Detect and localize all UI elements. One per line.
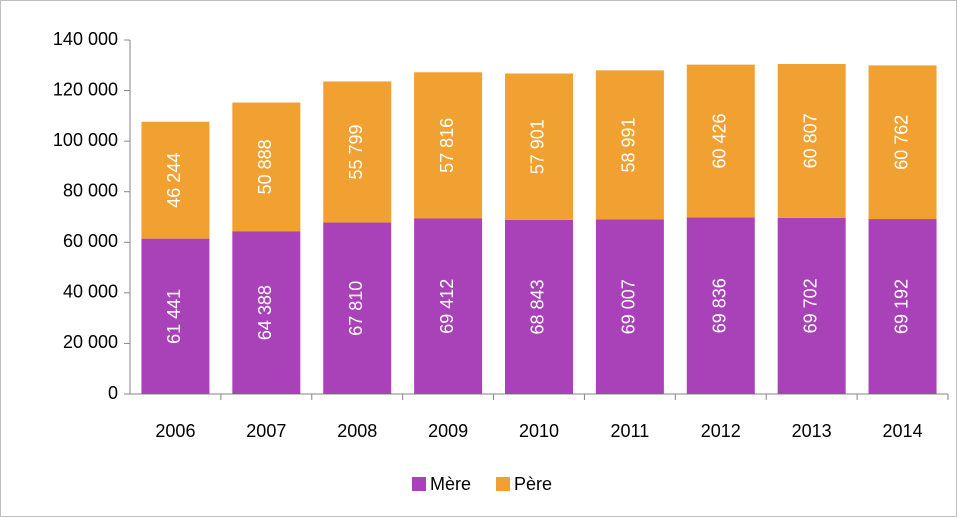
bar-segment: [323, 81, 392, 223]
y-tick-label: 40 000: [63, 282, 118, 302]
bar-segment: [232, 102, 301, 232]
data-label: 67 810: [346, 281, 366, 336]
data-label: 57 901: [528, 119, 548, 174]
data-label: 60 426: [710, 113, 730, 168]
y-tick-label: 100 000: [53, 130, 118, 150]
x-tick-label: 2010: [519, 421, 559, 441]
y-tick-label: 80 000: [63, 180, 118, 200]
data-label: 60 807: [800, 113, 820, 168]
data-label: 57 816: [437, 118, 457, 173]
bar-segment: [777, 63, 846, 218]
x-tick-label: 2011: [611, 421, 650, 441]
data-label: 69 192: [891, 279, 911, 334]
bar-segment: [595, 70, 664, 220]
y-tick-label: 140 000: [53, 29, 118, 49]
x-tick-label: 2009: [428, 421, 468, 441]
legend-swatch: [496, 477, 510, 491]
x-tick-label: 2007: [246, 421, 286, 441]
bar-segment: [323, 222, 392, 394]
data-label: 55 799: [346, 124, 366, 179]
legend-label: Mère: [430, 474, 471, 494]
bar-segment: [141, 121, 210, 239]
bar-segment: [686, 217, 755, 394]
data-label: 69 836: [710, 278, 730, 333]
data-label: 69 702: [800, 278, 820, 333]
y-tick-label: 20 000: [63, 332, 118, 352]
bar-segment: [686, 64, 755, 218]
bar-segment: [868, 219, 937, 394]
bar-segment: [141, 238, 210, 394]
x-tick-label: 2008: [337, 421, 377, 441]
data-label: 46 244: [164, 153, 184, 208]
x-tick-label: 2014: [883, 421, 923, 441]
data-label: 68 843: [528, 279, 548, 334]
legend-swatch: [412, 477, 426, 491]
legend-label: Père: [514, 474, 552, 494]
data-label: 61 441: [164, 289, 184, 344]
bar-segment: [595, 219, 664, 394]
y-tick-label: 0: [108, 383, 118, 403]
bar-segment: [505, 73, 573, 220]
y-tick-label: 60 000: [63, 231, 118, 251]
bar-segment: [505, 219, 573, 394]
x-tick-label: 2012: [701, 421, 741, 441]
x-tick-label: 2013: [792, 421, 832, 441]
x-tick-label: 2006: [155, 421, 195, 441]
bar-segment: [777, 217, 846, 394]
y-tick-label: 120 000: [53, 79, 118, 99]
data-label: 69 007: [619, 279, 639, 334]
bar-segment: [414, 218, 483, 394]
bar-segment: [414, 72, 483, 219]
data-label: 58 991: [619, 117, 639, 172]
data-label: 69 412: [437, 279, 457, 334]
bar-segment: [232, 231, 301, 394]
data-label: 60 762: [891, 115, 911, 170]
bar-segment: [868, 65, 937, 220]
data-label: 64 388: [255, 285, 275, 340]
data-label: 50 888: [255, 139, 275, 194]
